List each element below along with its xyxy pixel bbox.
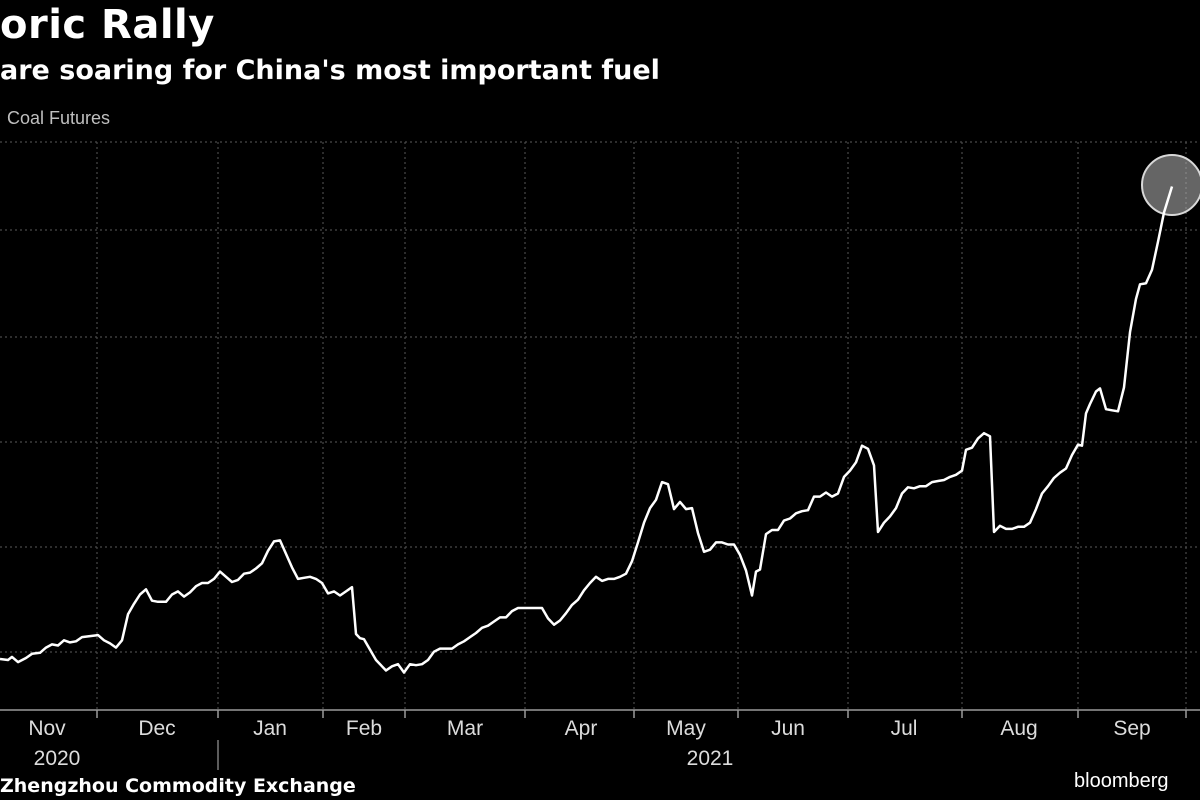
last-point-highlight <box>1141 154 1200 216</box>
highlight-circle <box>1141 154 1200 216</box>
x-tick-label-jun: Jun <box>771 717 805 740</box>
series-line-coal-futures <box>0 186 1174 674</box>
x-axis-ticks <box>96 710 1187 718</box>
x-tick-label-mar: Mar <box>447 717 483 740</box>
x-tick-label-aug: Aug <box>1000 717 1037 740</box>
chart-subtitle: are soaring for China's most important f… <box>0 55 660 86</box>
year-label-2020: 2020 <box>34 747 81 770</box>
x-tick-label-sep: Sep <box>1113 717 1150 740</box>
x-tick-label-dec: Dec <box>138 717 175 740</box>
year-label-2021: 2021 <box>687 747 734 770</box>
x-tick-label-feb: Feb <box>346 717 382 740</box>
source-note: Zhengzhou Commodity Exchange <box>0 775 356 797</box>
x-tick-label-jul: Jul <box>891 717 918 740</box>
brand-watermark: bloomberg <box>1074 770 1169 792</box>
horizontal-gridlines <box>0 141 1200 653</box>
x-tick-label-may: May <box>666 717 706 740</box>
x-tick-label-apr: Apr <box>565 717 598 740</box>
x-tick-label-nov: Nov <box>28 717 66 740</box>
vertical-gridlines <box>96 142 1187 710</box>
x-tick-label-jan: Jan <box>253 717 287 740</box>
legend-label: Coal Futures <box>7 108 111 128</box>
chart-title: oric Rally <box>0 2 215 48</box>
